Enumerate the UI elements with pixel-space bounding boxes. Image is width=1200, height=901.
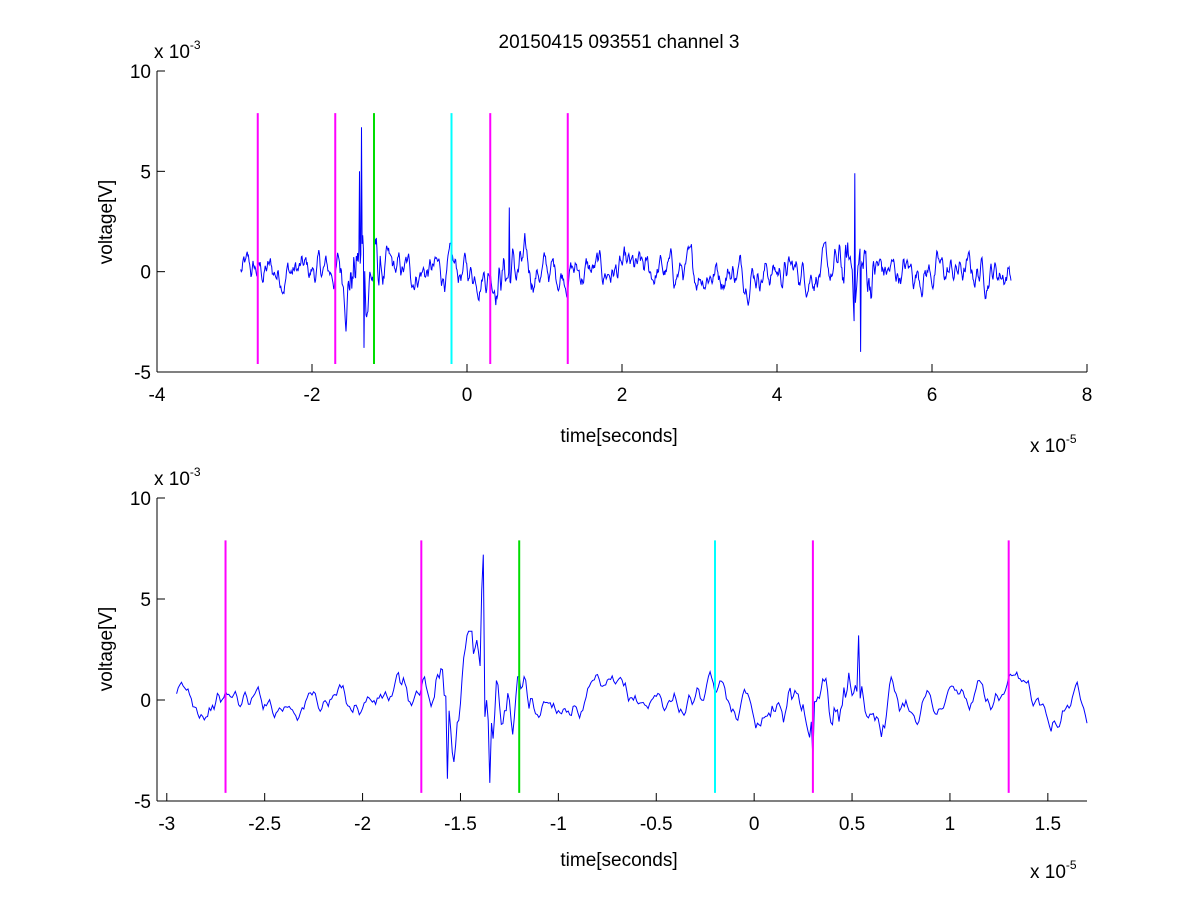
top-ylabel: voltage[V] [96,180,117,265]
bottom-y-mult-base: x 10 [154,469,190,490]
bottom-y-multiplier: x 10-3 [154,465,201,490]
top-x-tick-label: 2 [617,385,628,406]
bottom-y-tick-label: -5 [134,792,151,813]
top-axes: time[seconds] voltage[V] x 10-5 x 10-3 -… [96,38,1092,457]
top-xlabel: time[seconds] [560,426,677,447]
bottom-y-tick-label: 0 [140,691,151,712]
bottom-xlabel: time[seconds] [560,850,677,871]
bottom-y-mult-exp: -3 [190,465,201,479]
bottom-x-tick-label: 1.5 [1035,814,1061,835]
bottom-x-tick-label: -2.5 [248,814,281,835]
figure-title: 20150415 093551 channel 3 [499,32,740,53]
top-x-tick-label: 0 [462,385,473,406]
top-y-multiplier: x 10-3 [154,38,201,63]
bottom-x-tick-label: -0.5 [640,814,673,835]
bottom-y-tick-label: 10 [130,489,151,510]
top-x-tick-label: 4 [772,385,783,406]
bottom-x-tick-label: -3 [158,814,175,835]
top-y-mult-base: x 10 [154,42,190,63]
top-y-tick-label: 0 [140,263,151,284]
top-x-mult-exp: -5 [1066,432,1077,446]
bottom-ylabel: voltage[V] [96,607,117,692]
top-y-tick-label: -5 [134,363,151,384]
top-x-tick-label: -2 [304,385,321,406]
top-voltage-trace [240,127,1012,352]
top-x-tick-label: -4 [149,385,166,406]
bottom-x-mult-base: x 10 [1030,862,1066,883]
top-x-multiplier: x 10-5 [1030,432,1077,457]
top-x-tick-label: 6 [927,385,938,406]
bottom-x-tick-label: -1.5 [444,814,477,835]
top-y-tick-label: 5 [140,162,151,183]
bottom-x-mult-exp: -5 [1066,858,1077,872]
top-x-mult-base: x 10 [1030,436,1066,457]
bottom-x-tick-label: 0 [749,814,760,835]
bottom-axes: time[seconds] voltage[V] x 10-5 x 10-3 -… [96,465,1088,883]
bottom-x-tick-label: -1 [550,814,567,835]
top-x-tick-label: 8 [1082,385,1093,406]
top-y-tick-label: 10 [130,62,151,83]
bottom-voltage-trace [176,554,1088,783]
bottom-x-tick-label: -2 [354,814,371,835]
bottom-x-tick-label: 1 [945,814,956,835]
bottom-x-tick-label: 0.5 [839,814,865,835]
bottom-x-multiplier: x 10-5 [1030,858,1077,883]
bottom-y-tick-label: 5 [140,590,151,611]
top-y-mult-exp: -3 [190,38,201,52]
